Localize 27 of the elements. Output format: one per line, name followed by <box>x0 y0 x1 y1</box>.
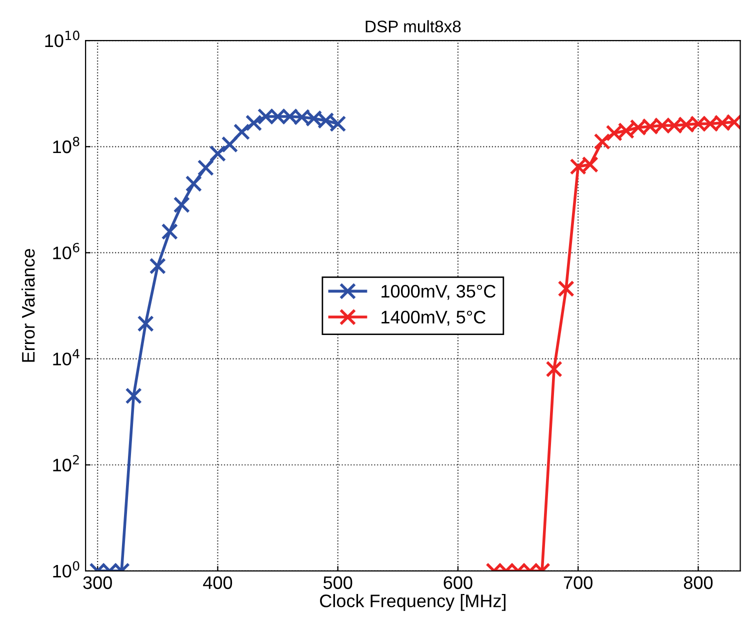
x-tick-label: 800 <box>684 576 713 590</box>
point <box>245 114 262 132</box>
y-tick-label: 10$^{0}$ <box>53 561 80 578</box>
chart-title: DSP mult8x8 <box>366 20 461 32</box>
x-tick-label: 300 <box>83 576 112 590</box>
legend-label: 1400mV, 5°C <box>382 310 486 326</box>
point <box>185 175 202 192</box>
point <box>173 196 190 214</box>
point <box>161 223 178 240</box>
x-tick-label: 600 <box>444 576 472 590</box>
x-tick-label: 400 <box>203 576 232 590</box>
point <box>149 258 166 274</box>
x-tick-label: 500 <box>324 576 352 590</box>
point <box>594 133 610 150</box>
y-axis-title: Error Variance <box>21 249 35 362</box>
y-tick-label: 10$^{8}$ <box>53 136 80 154</box>
x-axis-title: Clock Frequency [MHz] <box>320 594 506 611</box>
y-tick-label: 10$^{10}$ <box>45 30 80 48</box>
point <box>197 159 214 176</box>
point <box>209 145 226 162</box>
point <box>221 136 238 153</box>
y-tick-label: 10$^{6}$ <box>53 242 80 260</box>
y-tick-label: 10$^{4}$ <box>53 349 80 366</box>
y-tick-label: 10$^{2}$ <box>53 454 79 472</box>
x-tick-label: 700 <box>564 576 592 590</box>
point <box>233 124 250 140</box>
legend-label: 1000mV, 35°C <box>382 284 496 300</box>
